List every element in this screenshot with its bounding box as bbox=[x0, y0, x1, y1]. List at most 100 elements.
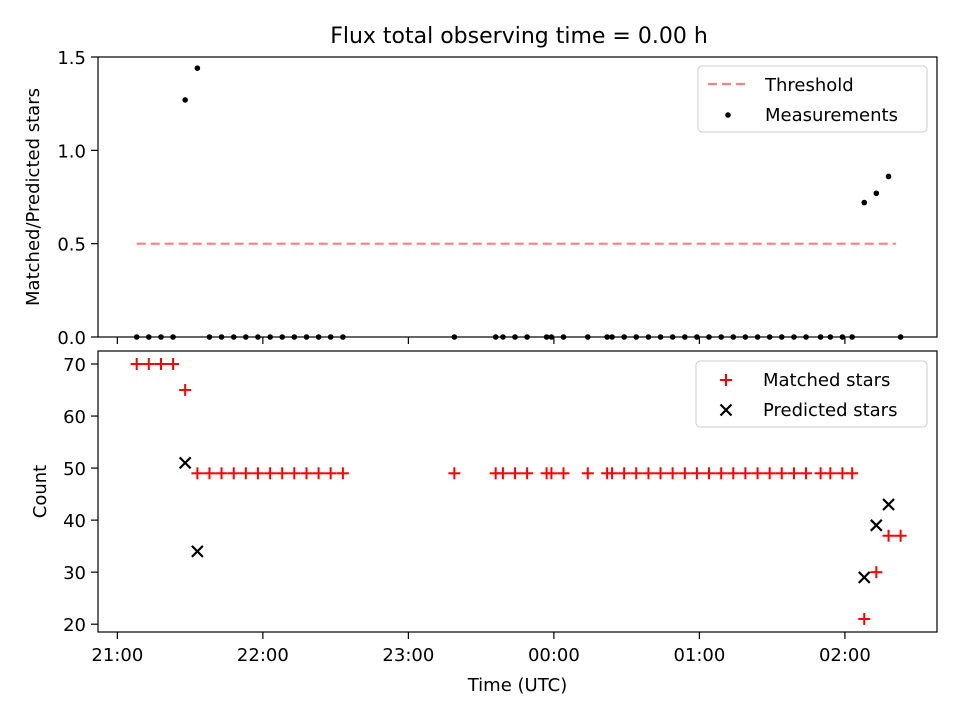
y-tick-label: 0.0 bbox=[57, 328, 86, 349]
matched-point bbox=[336, 467, 349, 480]
matched-point bbox=[227, 467, 240, 480]
legend-label: Threshold bbox=[764, 75, 854, 96]
matched-point bbox=[215, 467, 228, 480]
measurement-point bbox=[885, 173, 892, 180]
plot-frame bbox=[97, 350, 938, 633]
matched-point bbox=[142, 358, 155, 371]
y-tick-label: 70 bbox=[63, 355, 86, 376]
plot-frame bbox=[97, 56, 938, 338]
predicted-point bbox=[882, 498, 895, 511]
matched-point bbox=[870, 566, 883, 579]
y-tick-label: 40 bbox=[63, 511, 86, 532]
matched-point bbox=[642, 467, 655, 480]
matched-point bbox=[203, 467, 216, 480]
predicted-point bbox=[178, 456, 192, 470]
matched-point bbox=[155, 358, 168, 371]
matched-point bbox=[300, 467, 313, 480]
y-axis-label: Count bbox=[30, 465, 51, 518]
matched-point bbox=[630, 467, 643, 480]
matched-point bbox=[509, 467, 522, 480]
matched-point bbox=[496, 467, 509, 480]
y-tick-label: 50 bbox=[63, 459, 86, 480]
matched-point bbox=[678, 467, 691, 480]
matched-point bbox=[521, 467, 534, 480]
measurement-point bbox=[861, 199, 868, 206]
matched-point bbox=[763, 467, 776, 480]
matched-point bbox=[775, 467, 788, 480]
predicted-point bbox=[191, 545, 204, 558]
y-tick-label: 60 bbox=[63, 407, 86, 428]
matched-point bbox=[787, 467, 800, 480]
legend-predicted-swatch bbox=[719, 403, 733, 417]
matched-point bbox=[702, 467, 715, 480]
matched-point bbox=[846, 467, 859, 480]
y-tick-label: 1.0 bbox=[57, 141, 86, 162]
matched-point bbox=[557, 467, 570, 480]
y-tick-label: 30 bbox=[63, 563, 86, 584]
matched-point bbox=[654, 467, 667, 480]
matched-point bbox=[251, 467, 264, 480]
matched-point bbox=[715, 467, 728, 480]
matched-point bbox=[324, 467, 337, 480]
legend-predicted-swatch-b bbox=[719, 403, 733, 417]
top-panel: 0.0 0.5 1.0 1.5 Matched/Predicted stars Thres… bbox=[23, 48, 938, 349]
matched-point bbox=[618, 467, 631, 480]
matched-point bbox=[264, 467, 277, 480]
matched-point bbox=[312, 467, 325, 480]
predicted-point bbox=[870, 519, 883, 532]
matched-point bbox=[824, 467, 837, 480]
legend-measurement-swatch bbox=[725, 112, 731, 118]
matched-point bbox=[288, 467, 301, 480]
matched-point bbox=[739, 467, 752, 480]
legend-label: Predicted stars bbox=[763, 400, 897, 421]
predicted-point-b bbox=[191, 545, 204, 558]
x-tick-label: 22:00 bbox=[237, 645, 289, 666]
matched-point bbox=[894, 529, 907, 542]
matched-point bbox=[545, 467, 558, 480]
predicted-point-b bbox=[178, 456, 192, 470]
y-tick-label: 1.5 bbox=[57, 48, 86, 69]
x-axis-label: Time (UTC) bbox=[467, 675, 568, 696]
legend-matched-swatch bbox=[720, 374, 732, 386]
matched-point bbox=[191, 467, 204, 480]
matched-point bbox=[800, 467, 813, 480]
predicted-point bbox=[857, 571, 871, 584]
x-tick-label: 21:00 bbox=[91, 645, 143, 666]
chart-title: Flux total observing time = 0.00 h bbox=[330, 24, 708, 49]
legend-box bbox=[695, 360, 928, 428]
matched-point bbox=[690, 467, 703, 480]
measurement-point bbox=[182, 97, 188, 103]
matched-point bbox=[751, 467, 764, 480]
bottom-panel: 20 30 40 50 60 70 21:00 22:00 23:00 00:00 01:00 02:… bbox=[30, 350, 938, 696]
matched-point bbox=[448, 467, 461, 480]
x-tick-label: 02:00 bbox=[819, 645, 871, 666]
matched-point bbox=[239, 467, 252, 480]
x-tick-label: 00:00 bbox=[528, 645, 580, 666]
measurement-point bbox=[873, 190, 880, 197]
matched-point bbox=[179, 384, 192, 397]
matched-point bbox=[276, 467, 289, 480]
y-axis-label: Matched/Predicted stars bbox=[23, 88, 44, 306]
predicted-point-b bbox=[857, 571, 871, 584]
matched-point bbox=[167, 358, 180, 371]
matched-point bbox=[130, 358, 143, 371]
legend: Threshold Measurements bbox=[697, 65, 928, 133]
matched-point bbox=[858, 612, 871, 625]
legend-box bbox=[697, 65, 928, 133]
matched-point bbox=[727, 467, 740, 480]
legend-label: Matched stars bbox=[763, 370, 890, 391]
legend-label: Measurements bbox=[765, 105, 898, 126]
matched-point bbox=[882, 529, 895, 542]
x-tick-label: 01:00 bbox=[673, 645, 725, 666]
y-tick-label: 20 bbox=[63, 615, 86, 636]
matched-point bbox=[666, 467, 679, 480]
matched-point bbox=[581, 467, 594, 480]
measurement-point bbox=[194, 65, 201, 71]
legend: Matched stars Predicted stars bbox=[695, 360, 928, 428]
x-tick-label: 23:00 bbox=[382, 645, 434, 666]
matched-point bbox=[606, 467, 619, 480]
predicted-point-b bbox=[870, 519, 883, 532]
y-tick-label: 0.5 bbox=[57, 235, 86, 256]
predicted-point-b bbox=[882, 498, 895, 511]
